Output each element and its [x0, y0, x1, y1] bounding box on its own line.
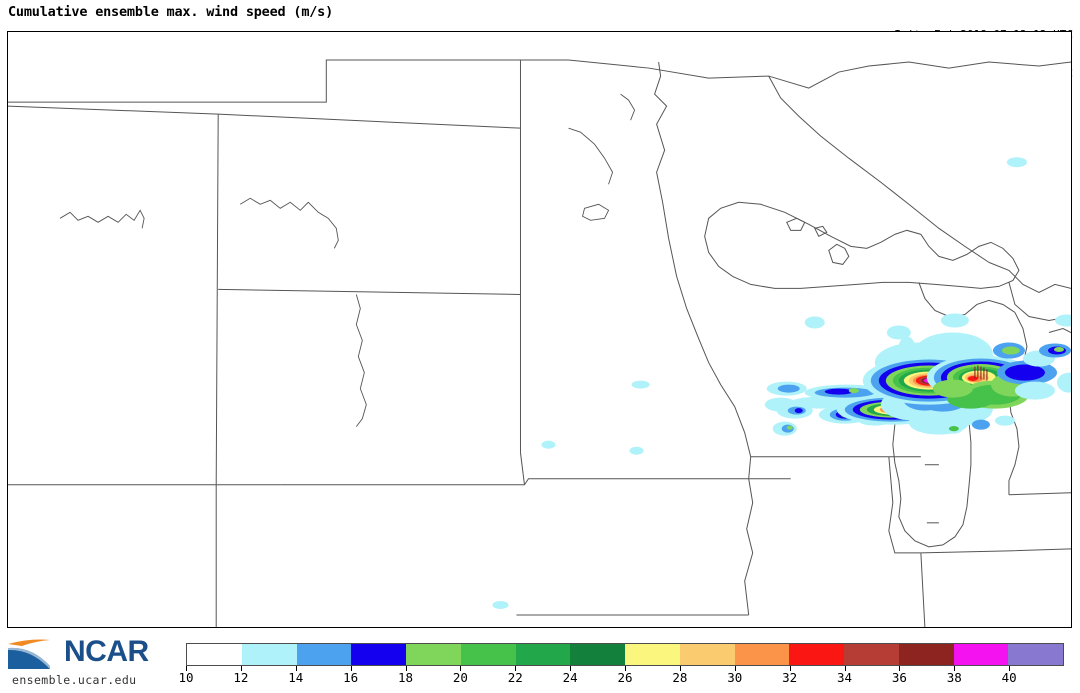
colorbar-tick-28 [679, 666, 681, 671]
colorbar-swatch-20 [460, 644, 516, 665]
colorbar: 10 12 14 16 18 20 22 24 26 28 30 32 34 36 38 40 [178, 643, 1064, 685]
colorbar-label-40: 40 [1001, 670, 1017, 685]
colorbar-label-10: 10 [178, 670, 194, 685]
ncar-logo-url: ensemble.ucar.edu [12, 673, 137, 687]
colorbar-tick-34 [844, 666, 846, 671]
colorbar-swatch-40 [1008, 644, 1063, 665]
colorbar-tick-20 [460, 666, 462, 671]
colorbar-label-30: 30 [727, 670, 743, 685]
colorbar-tick-22 [515, 666, 517, 671]
river-features [59, 93, 636, 427]
colorbar-swatch-36 [898, 644, 954, 665]
page-title: Cumulative ensemble max. wind speed (m/s… [8, 4, 334, 20]
colorbar-swatch-12 [241, 644, 297, 665]
colorbar-label-28: 28 [672, 670, 688, 685]
colorbar-tick-36 [899, 666, 901, 671]
colorbar-swatch-28 [679, 644, 735, 665]
map-canvas [8, 32, 1071, 627]
colorbar-tick-38 [954, 666, 956, 671]
colorbar-label-36: 36 [891, 670, 907, 685]
colorbar-tick-14 [295, 666, 297, 671]
colorbar-swatch-24 [570, 644, 625, 665]
ncar-logo: NCAR ensemble.ucar.edu [4, 634, 176, 687]
colorbar-label-12: 12 [233, 670, 249, 685]
colorbar-label-38: 38 [946, 670, 962, 685]
storm-cells-outliers [492, 157, 1027, 609]
ncar-logo-mark [8, 639, 50, 669]
colorbar-tick-40 [1009, 666, 1011, 671]
colorbar-swatch-14 [296, 644, 352, 665]
colorbar-swatch-32 [789, 644, 844, 665]
map-panel [7, 31, 1072, 628]
colorbar-swatch-34 [844, 644, 899, 665]
colorbar-tick-12 [240, 666, 242, 671]
colorbar-label-34: 34 [836, 670, 853, 685]
colorbar-label-16: 16 [343, 670, 359, 685]
colorbar-tick-labels: 10 12 14 16 18 20 22 24 26 28 30 32 34 36 38 40 [178, 670, 1064, 688]
colorbar-label-14: 14 [288, 670, 304, 685]
colorbar-label-26: 26 [617, 670, 633, 685]
colorbar-swatch-22 [515, 644, 571, 665]
colorbar-label-24: 24 [562, 670, 578, 685]
colorbar-tick-24 [570, 666, 572, 671]
colorbar-label-20: 20 [452, 670, 468, 685]
storm-fringe-east [992, 314, 1071, 400]
colorbar-swatch-26 [625, 644, 680, 665]
colorbar-swatches [186, 643, 1064, 666]
colorbar-tick-18 [405, 666, 407, 671]
colorbar-swatch-16 [351, 644, 406, 665]
colorbar-ticks [186, 666, 1064, 672]
colorbar-swatch-10 [187, 644, 242, 665]
colorbar-swatch-30 [734, 644, 790, 665]
colorbar-tick-32 [789, 666, 791, 671]
colorbar-swatch-18 [406, 644, 461, 665]
colorbar-tick-16 [350, 666, 352, 671]
colorbar-label-22: 22 [507, 670, 523, 685]
lake-superior-outline [704, 201, 1020, 289]
colorbar-tick-10 [186, 666, 187, 671]
colorbar-swatch-38 [953, 644, 1009, 665]
colorbar-label-18: 18 [397, 670, 414, 685]
colorbar-tick-30 [734, 666, 736, 671]
colorbar-label-32: 32 [782, 670, 798, 685]
ncar-logo-text: NCAR [64, 635, 149, 668]
colorbar-tick-26 [625, 666, 626, 671]
